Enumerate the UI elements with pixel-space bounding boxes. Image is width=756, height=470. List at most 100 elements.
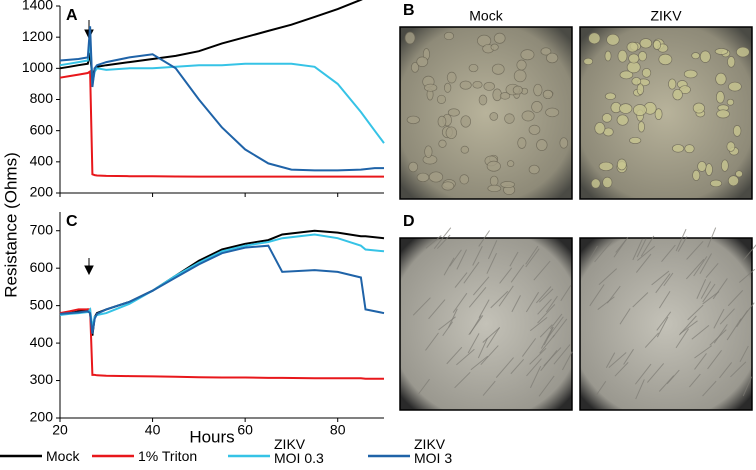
cell [623,348,634,365]
cell [601,113,613,123]
cell [606,33,620,46]
cell [459,174,469,185]
cell [529,347,547,365]
x-tick-label: 20 [52,422,68,438]
cell [404,31,416,45]
cell [509,251,519,267]
cell [535,286,552,304]
cell [677,236,688,252]
y-tick-label: 300 [30,371,54,387]
image-label: ZIKV [650,8,682,24]
cell [633,104,647,116]
line-series [59,0,363,80]
cell [692,169,701,181]
cell [446,346,463,365]
cell [416,172,430,183]
cell [589,284,605,307]
cell [692,102,705,114]
cell [487,240,498,260]
cell [480,345,499,366]
cell [560,284,572,302]
cell [449,249,462,267]
cell [561,351,573,371]
y-tick-label: 1400 [22,0,53,13]
cell [425,332,439,351]
cell [469,315,482,335]
cell [598,161,614,172]
cell [521,110,535,122]
cell [542,89,553,100]
cell [602,176,613,189]
cell [616,114,629,126]
cell [712,278,728,300]
y-axis-label: Resistance (Ohms) [1,152,20,297]
cell [635,379,645,400]
cell [533,83,543,97]
cell [490,43,499,51]
cell [424,83,438,92]
cell [637,121,645,133]
panel-label: D [403,213,415,230]
cell [510,264,525,283]
y-tick-label: 400 [30,334,54,350]
cell [590,178,601,189]
cell [736,46,750,58]
cell [433,227,452,249]
panel-label: B [403,2,415,19]
cell [702,380,717,397]
cell [487,184,502,193]
cell [538,288,554,303]
cell [456,249,467,270]
cell [619,70,634,80]
cell [499,92,511,100]
x-tick-label: 60 [237,422,253,438]
cell [443,31,454,41]
cell [478,299,490,318]
cell [517,137,527,149]
cell [668,78,677,90]
cell [493,32,506,44]
cell [506,160,515,168]
cell [619,308,631,325]
cell [604,92,616,100]
cell [742,244,756,262]
cell [635,253,652,273]
cell [478,94,488,106]
cell [448,308,458,328]
cell [491,63,505,75]
cell [482,380,496,396]
cell [594,122,606,135]
cell [536,139,548,151]
cell [628,53,640,64]
cell [552,318,568,338]
y-tick-label: 200 [30,184,54,200]
cell [460,145,469,154]
cell [675,228,687,252]
cell [638,51,647,62]
cell [454,272,468,288]
cell [478,230,490,247]
line-series [60,229,385,336]
cell [525,245,539,265]
cell [436,94,447,104]
cell [549,313,563,329]
cell [739,345,749,363]
cell [583,57,594,66]
cell [658,375,675,392]
cell [545,107,560,118]
cell [540,349,558,372]
cell [486,327,500,348]
cell [652,39,661,50]
cell [594,240,613,263]
y-tick-label: 1000 [22,59,53,75]
cell [511,295,521,313]
cell [473,276,490,296]
cell [636,238,647,258]
cell [694,353,707,370]
cell [629,136,642,144]
cell [709,179,723,188]
cell [719,308,735,325]
cell [598,268,618,286]
cell [735,170,743,178]
cell [597,296,615,310]
